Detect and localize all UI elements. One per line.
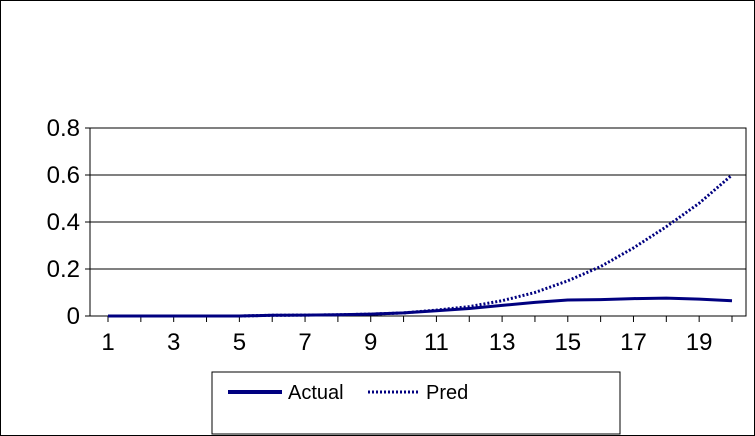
- y-tick-label: 0: [67, 303, 80, 330]
- x-tick-label: 7: [298, 329, 311, 356]
- axes: 00.20.40.60.81 3 5 7 9 11 13 15 17 19: [47, 115, 746, 356]
- legend-box: [211, 371, 621, 435]
- y-tick-label: 0.2: [47, 256, 80, 283]
- x-tick-label: 1: [101, 329, 114, 356]
- legend-label-pred: Pred: [426, 382, 468, 404]
- y-tick-label: 0.4: [47, 209, 80, 236]
- x-tick-label: 15: [554, 329, 581, 356]
- x-tick-label: 13: [489, 329, 516, 356]
- x-tick-label: 3: [167, 329, 180, 356]
- series-line-pred: [108, 173, 733, 318]
- legend: Actual Pred: [211, 371, 621, 435]
- x-tick-label: 19: [686, 329, 713, 356]
- gridlines: [90, 127, 746, 270]
- y-tick-label: 0.6: [47, 162, 80, 189]
- x-tick-label: 17: [620, 329, 647, 356]
- y-tick-label: 0.8: [47, 115, 80, 142]
- x-tick-label: 11: [424, 329, 449, 356]
- x-tick-label: 5: [233, 329, 246, 356]
- x-tick-label: 9: [364, 329, 377, 356]
- legend-label-actual: Actual: [288, 382, 344, 404]
- series-lines: [108, 173, 733, 318]
